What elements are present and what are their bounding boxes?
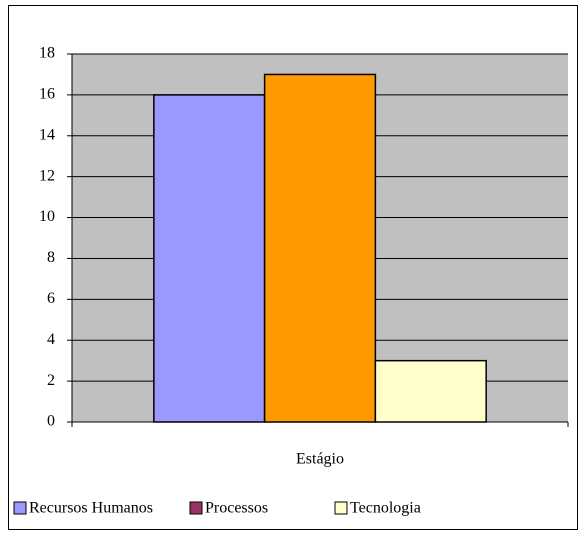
x-tick-label: Estágio [296,451,344,468]
y-tick-label: 10 [39,208,55,225]
legend-label: Processos [205,500,268,517]
legend-label: Tecnologia [350,500,421,517]
y-tick-label: 0 [47,413,55,430]
y-tick-label: 4 [47,331,55,348]
legend-label: Recursos Humanos [29,500,153,517]
bar [374,359,487,423]
y-tick-label: 18 [39,45,55,62]
legend-swatch [334,501,348,515]
bar [263,73,377,423]
legend-swatch [13,501,27,515]
y-tick-label: 14 [39,126,55,143]
y-tick-label: 2 [47,372,55,389]
legend-swatch [189,501,203,515]
y-tick-label: 16 [39,86,55,103]
y-tick-label: 12 [39,167,55,184]
bar [153,94,266,423]
y-tick-label: 8 [47,249,55,266]
y-tick-label: 6 [47,290,55,307]
